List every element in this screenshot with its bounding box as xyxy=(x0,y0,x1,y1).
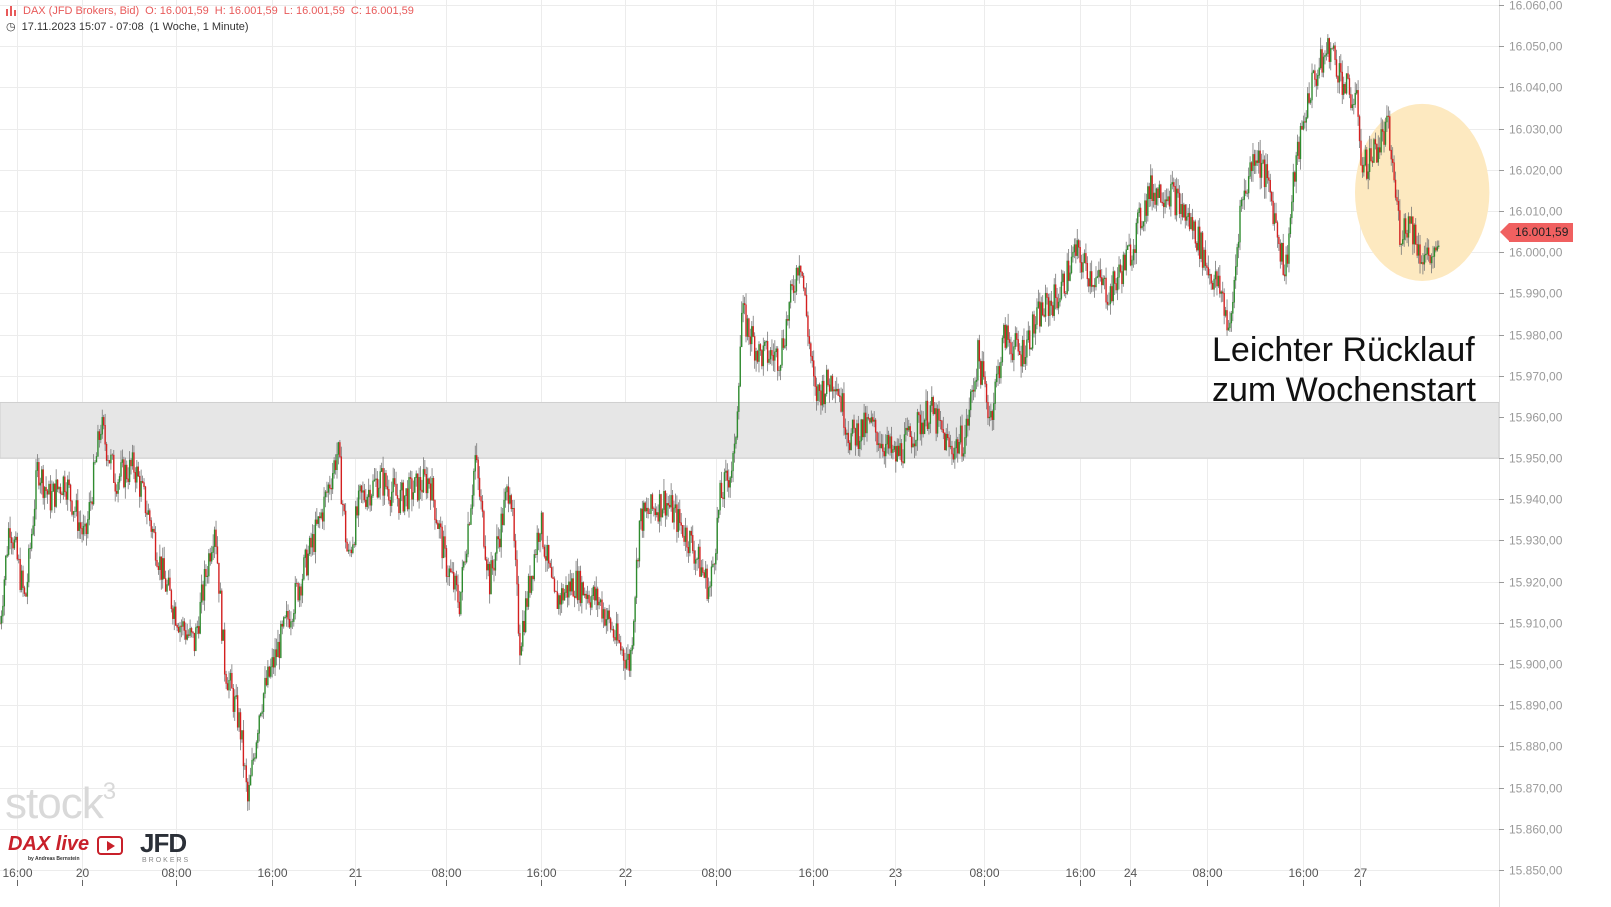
last-price-tag: 16.001,59 xyxy=(1499,223,1574,242)
x-tick-label: 21 xyxy=(349,866,363,880)
y-tick-label: 16.060,00 xyxy=(1509,0,1563,13)
high-value: H: 16.001,59 xyxy=(214,5,278,17)
candles-icon xyxy=(6,6,17,17)
y-tick-label: 16.000,00 xyxy=(1509,246,1563,260)
x-tick-label: 16:00 xyxy=(526,866,556,880)
candles xyxy=(0,34,1440,811)
x-tick-label: 08:00 xyxy=(969,866,999,880)
y-tick-label: 15.880,00 xyxy=(1509,740,1563,754)
jfd-sub: BROKERS xyxy=(142,857,191,864)
dax-live-logo: DAX live xyxy=(8,833,90,855)
y-tick-label: 16.050,00 xyxy=(1509,40,1563,54)
annotation-text: Leichter Rücklauf zum Wochenstart xyxy=(1212,330,1476,410)
x-tick-label: 08:00 xyxy=(161,866,191,880)
x-tick-label: 08:00 xyxy=(431,866,461,880)
y-tick-label: 15.900,00 xyxy=(1509,658,1563,672)
x-tick-label: 16:00 xyxy=(257,866,287,880)
y-tick-label: 15.950,00 xyxy=(1509,452,1563,466)
x-tick-label: 16:00 xyxy=(1288,866,1318,880)
range-header: ◷ 17.11.2023 15:07 - 07:08 (1 Woche, 1 Min… xyxy=(6,21,255,34)
y-tick-label: 15.930,00 xyxy=(1509,534,1563,548)
low-value: L: 16.001,59 xyxy=(283,5,345,17)
stock3-watermark-logo: stock3 xyxy=(5,778,116,828)
x-tick-label: 22 xyxy=(619,866,633,880)
open-value: O: 16.001,59 xyxy=(145,5,209,17)
x-tick-label: 20 xyxy=(76,866,90,880)
y-tick-label: 16.010,00 xyxy=(1509,205,1563,219)
y-axis: 15.850,00 15.860,00 15.870,00 15.880,00 15.8… xyxy=(1499,0,1563,878)
y-tick-label: 16.040,00 xyxy=(1509,81,1563,95)
x-tick-label: 08:00 xyxy=(1192,866,1222,880)
play-icon xyxy=(97,836,123,855)
annotation-line-2: zum Wochenstart xyxy=(1212,371,1476,409)
y-tick-label: 15.940,00 xyxy=(1509,493,1563,507)
y-tick-label: 16.030,00 xyxy=(1509,123,1563,137)
x-tick-label: 16:00 xyxy=(1065,866,1095,880)
x-tick-label: 27 xyxy=(1354,866,1368,880)
y-tick-label: 15.890,00 xyxy=(1509,699,1563,713)
y-tick-label: 16.020,00 xyxy=(1509,164,1563,178)
symbol-name: DAX (JFD Brokers, Bid) xyxy=(23,5,140,17)
y-tick-label: 15.990,00 xyxy=(1509,287,1563,301)
y-tick-label: 15.960,00 xyxy=(1509,411,1563,425)
jfd-logo: JFD xyxy=(140,828,187,858)
y-tick-label: 15.870,00 xyxy=(1509,782,1563,796)
ohlc-header: DAX (JFD Brokers, Bid) O: 16.001,59 H: 16.… xyxy=(6,5,420,18)
date-range: 17.11.2023 15:07 - 07:08 xyxy=(21,21,144,33)
y-tick-label: 15.850,00 xyxy=(1509,864,1563,878)
y-tick-label: 15.980,00 xyxy=(1509,329,1563,343)
close-value: C: 16.001,59 xyxy=(350,5,414,17)
x-tick-label: 24 xyxy=(1124,866,1138,880)
y-tick-label: 15.860,00 xyxy=(1509,823,1563,837)
y-tick-label: 15.910,00 xyxy=(1509,617,1563,631)
clock-icon: ◷ xyxy=(6,21,16,33)
x-tick-label: 16:00 xyxy=(2,866,32,880)
x-tick-label: 23 xyxy=(889,866,903,880)
support-zone xyxy=(0,401,1500,459)
x-tick-label: 16:00 xyxy=(798,866,828,880)
dax-live-sub: by Andreas Bernstein xyxy=(28,856,80,862)
x-axis: 16:00 20 08:00 16:00 21 08:00 16:00 22 08:00 16:0… xyxy=(2,866,1367,886)
annotation-line-1: Leichter Rücklauf xyxy=(1212,331,1475,369)
highlight-circle xyxy=(1354,103,1490,281)
y-tick-label: 15.970,00 xyxy=(1509,370,1563,384)
period: (1 Woche, 1 Minute) xyxy=(149,21,249,33)
y-tick-label: 15.920,00 xyxy=(1509,576,1563,590)
x-tick-label: 08:00 xyxy=(701,866,731,880)
